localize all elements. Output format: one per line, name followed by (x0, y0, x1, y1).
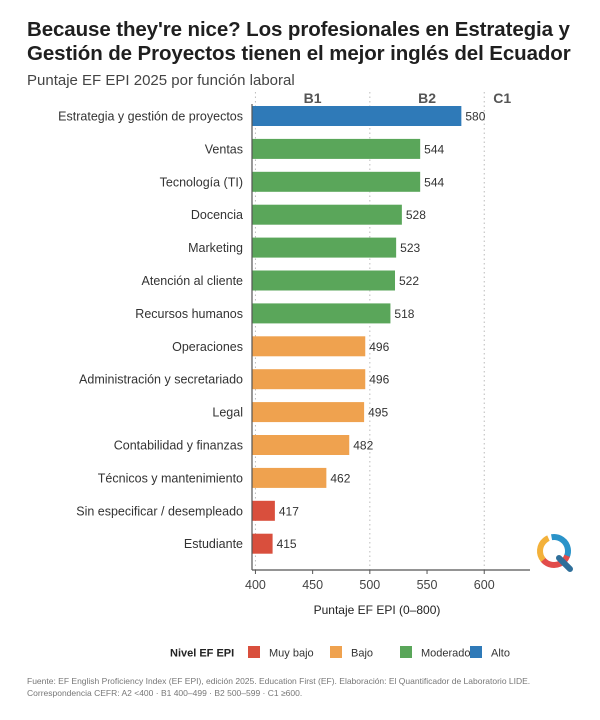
category-label: Estudiante (184, 537, 243, 551)
category-label: Atención al cliente (142, 274, 244, 288)
legend-swatch (330, 646, 342, 658)
chart-title-line2: Gestión de Proyectos tienen el mejor ing… (27, 42, 571, 65)
cefr-band-label: C1 (493, 90, 511, 106)
value-label: 528 (406, 208, 426, 222)
category-labels: Estrategia y gestión de proyectos Ventas T… (58, 110, 243, 552)
value-label: 462 (330, 471, 350, 485)
category-label: Tecnología (TI) (160, 175, 243, 189)
category-label: Legal (212, 406, 243, 420)
footer-cefr-note: Correspondencia CEFR: A2 <400 · B1 400–4… (27, 688, 302, 698)
legend-swatch (248, 646, 260, 658)
chart-title: Because they're nice? Los profesionales … (27, 18, 593, 66)
chart-title-line1: Because they're nice? Los profesionales … (27, 18, 570, 41)
bar (252, 204, 402, 225)
category-label: Administración y secretariado (79, 373, 243, 387)
legend-label: Muy bajo (269, 648, 314, 660)
bar (252, 402, 365, 423)
value-label: 417 (279, 504, 299, 518)
legend-swatch (400, 646, 412, 658)
category-label: Docencia (191, 208, 243, 222)
category-label: Marketing (188, 241, 243, 255)
bar (252, 106, 462, 126)
value-label: 482 (353, 439, 373, 453)
value-label: 544 (424, 175, 444, 189)
legend-swatch (470, 646, 482, 658)
x-axis-label: Puntaje EF EPI (0–800) (314, 603, 441, 617)
legend-label: Alto (491, 648, 510, 660)
bar (252, 237, 397, 258)
x-tick-label: 400 (245, 578, 266, 592)
bars (252, 106, 462, 554)
value-label: 544 (424, 142, 444, 156)
cefr-band-label: B2 (418, 90, 436, 106)
legend-label: Moderado (421, 648, 471, 660)
x-tick-label: 550 (417, 578, 438, 592)
bar (252, 369, 366, 390)
bar (252, 270, 396, 291)
quantificador-logo (534, 532, 576, 574)
category-label: Operaciones (172, 340, 243, 354)
category-label: Sin especificar / desempleado (76, 504, 243, 518)
legend-label: Bajo (351, 648, 373, 660)
bar (252, 171, 421, 192)
bar (252, 500, 275, 521)
value-label: 580 (465, 110, 485, 124)
chart-subtitle: Puntaje EF EPI 2025 por función laboral (27, 72, 295, 89)
category-label: Técnicos y mantenimiento (98, 471, 243, 485)
bar (252, 467, 327, 488)
value-label: 496 (369, 373, 389, 387)
value-label: 415 (277, 537, 297, 551)
cefr-band-label: B1 (304, 90, 322, 106)
legend-title: Nivel EF EPI (170, 648, 234, 660)
value-label: 523 (400, 241, 420, 255)
bar (252, 435, 350, 455)
x-axis: 400 450 500 550 600 Puntaje EF EPI (0–800) (245, 104, 530, 617)
cefr-bands: B1 B2 C1 (254, 90, 511, 570)
legend: Nivel EF EPI Muy bajo Bajo Moderado Alto (170, 646, 510, 660)
category-label: Estrategia y gestión de proyectos (58, 110, 243, 124)
bar (252, 533, 273, 554)
x-tick-label: 500 (359, 578, 380, 592)
bar (252, 303, 391, 324)
value-label: 522 (399, 274, 419, 288)
footer-source: Fuente: EF English Proficiency Index (EF… (27, 676, 530, 686)
category-label: Ventas (205, 142, 243, 156)
bar (252, 138, 421, 159)
category-label: Recursos humanos (135, 307, 243, 321)
value-label: 496 (369, 340, 389, 354)
value-labels: 580 544 544 528 523 522 518 496 496 495 482 462 417 4… (277, 110, 486, 552)
category-label: Contabilidad y finanzas (114, 439, 243, 453)
x-tick-label: 600 (474, 578, 495, 592)
bar (252, 336, 366, 357)
x-tick-label: 450 (302, 578, 323, 592)
value-label: 495 (368, 406, 388, 420)
value-label: 518 (394, 307, 414, 321)
